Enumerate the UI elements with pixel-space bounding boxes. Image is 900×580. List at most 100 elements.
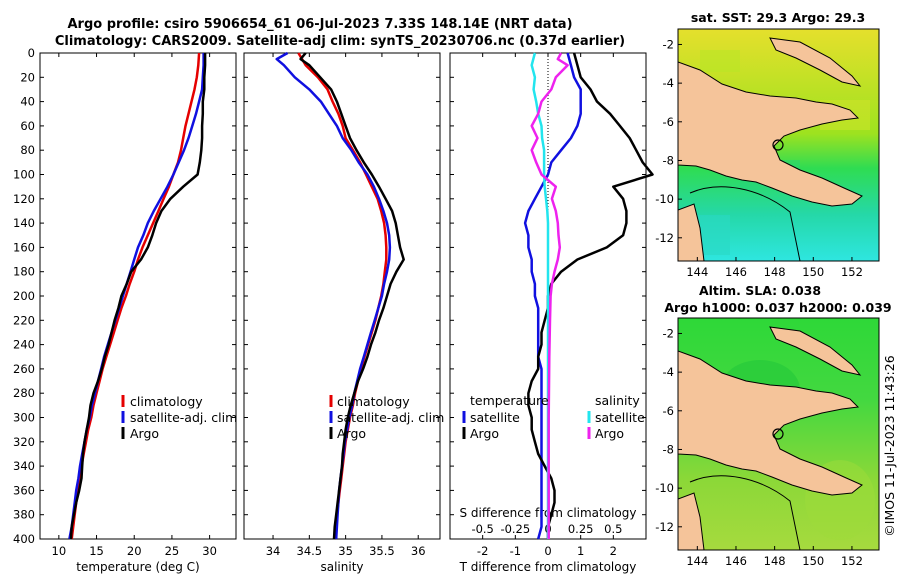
- salinity-panel: 34 34.5 35 35.5 36 salinity: [243, 51, 441, 574]
- imos-timestamp-label: ©IMOS 11-Jul-2023 11:43:26: [882, 355, 897, 536]
- depth-tick-label: 180: [13, 265, 35, 279]
- new-britain-landmass: [769, 37, 862, 87]
- map-y-tick-label: -12: [655, 520, 674, 534]
- series-line-t-satellite: [523, 52, 582, 540]
- x-tick-label: 25: [165, 544, 180, 558]
- x-tick-label: 20: [127, 544, 142, 558]
- series-line-climatology: [70, 52, 201, 540]
- x-tick-label: 34: [266, 544, 281, 558]
- map-x-tick-label: 146: [725, 554, 747, 568]
- top-tick-label: -0.5: [471, 522, 493, 536]
- legend-label-argo: Argo: [130, 426, 159, 441]
- salinity-legend: climatology satellite-adj. clim Argo: [329, 394, 444, 441]
- x-tick-label: 1: [577, 544, 584, 558]
- depth-tick-label: 100: [13, 168, 35, 182]
- depth-tick-label: 200: [13, 289, 35, 303]
- depth-tick-label: 0: [28, 46, 35, 60]
- legend-label-t-argo: Argo: [470, 426, 499, 441]
- legend-label-climatology: climatology: [130, 394, 203, 409]
- depth-tick-label: 240: [13, 338, 35, 352]
- x-tick-label: 2: [610, 544, 617, 558]
- depth-tick-label: 260: [13, 362, 35, 376]
- legend-label-satellite: satellite-adj. clim: [130, 410, 237, 425]
- sla-map-title: Altim. SLA: 0.038: [699, 283, 821, 298]
- map-y-tick-label: -6: [663, 404, 674, 418]
- depth-tick-label: 120: [13, 192, 35, 206]
- map-y-tick-label: -4: [663, 365, 674, 379]
- sst-map-title: sat. SST: 29.3 Argo: 29.3: [691, 10, 865, 25]
- legend-label-s-argo: Argo: [595, 426, 624, 441]
- depth-tick-label: 360: [13, 483, 35, 497]
- australia-landmass: [678, 203, 705, 261]
- map-y-tick-label: -2: [663, 37, 674, 51]
- legend-label-argo: Argo: [337, 426, 366, 441]
- chart-title-line2: Climatology: CARS2009. Satellite-adj cli…: [55, 34, 625, 49]
- sst-map-axes: 144 146 148 150 152 -2 -4 -6 -8 -10 -12: [655, 37, 863, 279]
- sla-map-frame: [677, 317, 880, 551]
- x-axis-label: salinity: [320, 560, 363, 574]
- bathymetry-contour: [689, 475, 801, 550]
- sst-map: sat. SST: 29.3 Argo: 29.3 144 146 148 150 15…: [655, 10, 880, 279]
- x-axis-label: temperature (deg C): [76, 560, 199, 574]
- legend-label-t-satellite: satellite: [470, 410, 520, 425]
- map-x-tick-label: 148: [764, 265, 786, 279]
- depth-tick-label: 400: [13, 532, 35, 546]
- depth-tick-label: 140: [13, 216, 35, 230]
- map-y-tick-label: -2: [663, 326, 674, 340]
- map-x-tick-label: 152: [841, 265, 863, 279]
- argo-location-marker: [772, 428, 784, 440]
- legend-label-s-satellite: satellite: [595, 410, 645, 425]
- depth-tick-label: 220: [13, 313, 35, 327]
- x-tick-label: 10: [52, 544, 67, 558]
- series-line-satellite-adj-clim: [68, 53, 205, 540]
- depth-tick-label: 40: [20, 95, 35, 109]
- top-tick-label: 0.25: [568, 522, 594, 536]
- series-line-s-argo: [530, 52, 569, 539]
- map-x-tick-label: 146: [725, 265, 747, 279]
- map-y-tick-label: -8: [663, 442, 674, 456]
- map-x-tick-label: 148: [764, 554, 786, 568]
- x-tick-label: 15: [89, 544, 104, 558]
- x-tick-label: 34.5: [297, 544, 323, 558]
- depth-tick-label: 20: [20, 70, 35, 84]
- legend-header-salinity: salinity: [595, 393, 640, 408]
- series-line-s-satellite: [530, 52, 550, 539]
- new-guinea-landmass: [678, 350, 863, 496]
- map-y-tick-label: -6: [663, 115, 674, 129]
- map-x-tick-label: 152: [841, 554, 863, 568]
- temperature-legend: climatology satellite-adj. clim Argo: [121, 394, 237, 441]
- sla-map-axes: 144 146 148 150 152 -2 -4 -6 -8 -10 -12: [655, 326, 863, 568]
- series-line-satellite-adj-clim: [275, 51, 392, 540]
- sla-map-subtitle: Argo h1000: 0.037 h2000: 0.039: [664, 300, 891, 315]
- new-guinea-landmass: [678, 61, 863, 207]
- depth-tick-label: 80: [20, 143, 35, 157]
- map-y-tick-label: -4: [663, 76, 674, 90]
- legend-header-temperature: temperature: [470, 393, 549, 408]
- top-tick-label: 0.5: [604, 522, 622, 536]
- depth-tick-label: 340: [13, 459, 35, 473]
- chart-title-line1: Argo profile: csiro 5906654_61 06-Jul-20…: [67, 17, 572, 32]
- sla-map: Altim. SLA: 0.038 Argo h1000: 0.037 h200…: [655, 283, 891, 568]
- series-line-argo: [69, 53, 207, 540]
- depth-tick-label: 380: [13, 508, 35, 522]
- x-tick-label: 0: [544, 544, 551, 558]
- x-tick-label: 36: [411, 544, 426, 558]
- sst-map-frame: [677, 28, 880, 262]
- depth-tick-label: 60: [20, 119, 35, 133]
- map-y-tick-label: -10: [655, 481, 674, 495]
- map-x-tick-label: 150: [802, 265, 824, 279]
- x-tick-label: 30: [202, 544, 217, 558]
- sst-patch: [700, 50, 740, 72]
- top-tick-label: -0.25: [500, 522, 530, 536]
- map-y-tick-label: -12: [655, 231, 674, 245]
- depth-tick-label: 160: [13, 240, 35, 254]
- australia-landmass: [678, 492, 705, 550]
- depth-tick-label: 320: [13, 435, 35, 449]
- x-tick-label: 35: [338, 544, 353, 558]
- legend-label-climatology: climatology: [337, 394, 410, 409]
- map-y-tick-label: -10: [655, 192, 674, 206]
- argo-location-marker: [772, 139, 784, 151]
